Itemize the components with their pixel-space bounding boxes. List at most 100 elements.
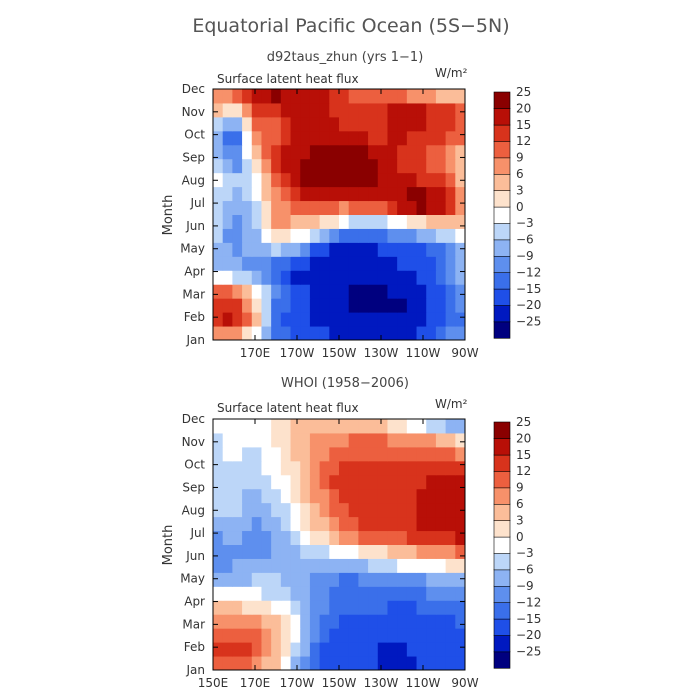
heatmap-cell xyxy=(406,214,418,229)
heatmap-cell xyxy=(222,102,233,118)
heatmap-cell xyxy=(319,284,330,299)
heatmap-cell xyxy=(300,242,311,257)
y-tick-label: Oct xyxy=(184,458,205,472)
heatmap-cell xyxy=(251,284,262,299)
heatmap-cell xyxy=(348,516,359,532)
heatmap-cell xyxy=(377,642,388,657)
heatmap-cell xyxy=(309,144,321,160)
heatmap-cell xyxy=(251,242,262,257)
heatmap-cell xyxy=(300,516,311,532)
heatmap-cell xyxy=(261,200,272,215)
heatmap-cell xyxy=(271,326,282,341)
heatmap-cell xyxy=(406,544,418,559)
heatmap-cell xyxy=(406,600,418,615)
heatmap-cell xyxy=(416,228,427,243)
heatmap-cell xyxy=(280,656,292,671)
heatmap-cell xyxy=(300,172,311,188)
heatmap-cell xyxy=(329,102,340,118)
heatmap-cell xyxy=(416,656,427,671)
heatmap-cell xyxy=(358,242,369,257)
heatmap-cell xyxy=(271,298,282,313)
heatmap-cell xyxy=(213,242,224,257)
colorbar-swatch xyxy=(493,569,511,587)
heatmap-cell xyxy=(406,488,418,504)
heatmap-cell xyxy=(445,130,456,146)
colorbar-label: −9 xyxy=(516,579,534,593)
heatmap-cell xyxy=(377,116,388,132)
heatmap-cell xyxy=(271,432,282,448)
heatmap-cell xyxy=(397,502,408,518)
heatmap-cell xyxy=(251,488,262,504)
heatmap-cell xyxy=(232,284,243,299)
heatmap-cell xyxy=(445,460,456,476)
heatmap-cell xyxy=(309,530,321,545)
y-tick-label: Jul xyxy=(190,526,205,540)
heatmap-cell xyxy=(435,460,447,476)
heatmap-cell xyxy=(271,116,282,132)
heatmap-cell xyxy=(348,530,359,545)
heatmap-cell xyxy=(242,326,253,341)
heatmap-cell xyxy=(251,600,262,615)
heatmap-cell xyxy=(435,312,447,327)
heatmap-cell xyxy=(406,572,418,587)
heatmap-cell xyxy=(319,516,330,532)
heatmap-cell xyxy=(251,144,262,160)
heatmap-cell xyxy=(435,656,447,671)
heatmap-cell xyxy=(242,460,253,476)
heatmap-cell xyxy=(300,130,311,146)
heatmap-cell xyxy=(445,558,456,573)
heatmap-cell xyxy=(261,186,272,202)
heatmap-cell xyxy=(348,544,359,559)
heatmap-cell xyxy=(222,600,233,615)
y-tick-label: Nov xyxy=(182,435,205,449)
heatmap-cell xyxy=(377,89,388,104)
heatmap-cell xyxy=(397,488,408,504)
heatmap-cell xyxy=(406,312,418,327)
heatmap-cell xyxy=(242,614,253,629)
heatmap-cell xyxy=(368,116,379,132)
heatmap-cell xyxy=(377,158,388,174)
heatmap-cell xyxy=(377,656,388,671)
heatmap-cell xyxy=(387,200,398,215)
heatmap-cell xyxy=(368,284,379,299)
x-tick-label: 170W xyxy=(280,346,315,360)
y-tick-label: Apr xyxy=(184,595,205,609)
heatmap-cell xyxy=(271,200,282,215)
heatmap-cell xyxy=(435,256,447,271)
heatmap-cell xyxy=(261,502,272,518)
heatmap-cell xyxy=(232,298,243,313)
heatmap-cell xyxy=(348,172,359,188)
heatmap-cell xyxy=(348,419,359,434)
colorbar-swatch xyxy=(493,421,511,440)
heatmap-cell xyxy=(300,530,311,545)
heatmap-cell xyxy=(416,474,427,490)
heatmap-cell xyxy=(251,172,262,188)
heatmap-cell xyxy=(358,502,369,518)
heatmap-cell xyxy=(251,102,262,118)
heatmap-cell xyxy=(445,270,456,285)
heatmap-cell xyxy=(251,298,262,313)
heatmap-cell xyxy=(416,614,427,629)
heatmap-cell xyxy=(387,642,398,657)
heatmap-cell xyxy=(416,158,427,174)
heatmap-cell xyxy=(213,446,224,462)
heatmap-cell xyxy=(397,298,408,313)
heatmap-cell xyxy=(348,432,359,448)
heatmap-cell xyxy=(329,144,340,160)
heatmap-cell xyxy=(222,130,233,146)
x-tick-label: 130W xyxy=(364,346,399,360)
heatmap-cell xyxy=(271,446,282,462)
heatmap-cell xyxy=(368,474,379,490)
heatmap-cell xyxy=(319,116,330,132)
heatmap-cell xyxy=(445,186,456,202)
heatmap-cell xyxy=(455,130,466,146)
heatmap-cell xyxy=(290,270,301,285)
heatmap-cell xyxy=(348,460,359,476)
heatmap-cell xyxy=(261,242,272,257)
heatmap-cell xyxy=(348,446,359,462)
heatmap-cell xyxy=(213,460,224,476)
heatmap-cell xyxy=(397,586,408,601)
heatmap-cell xyxy=(397,460,408,476)
heatmap-cell xyxy=(358,446,369,462)
heatmap-cell xyxy=(435,298,447,313)
